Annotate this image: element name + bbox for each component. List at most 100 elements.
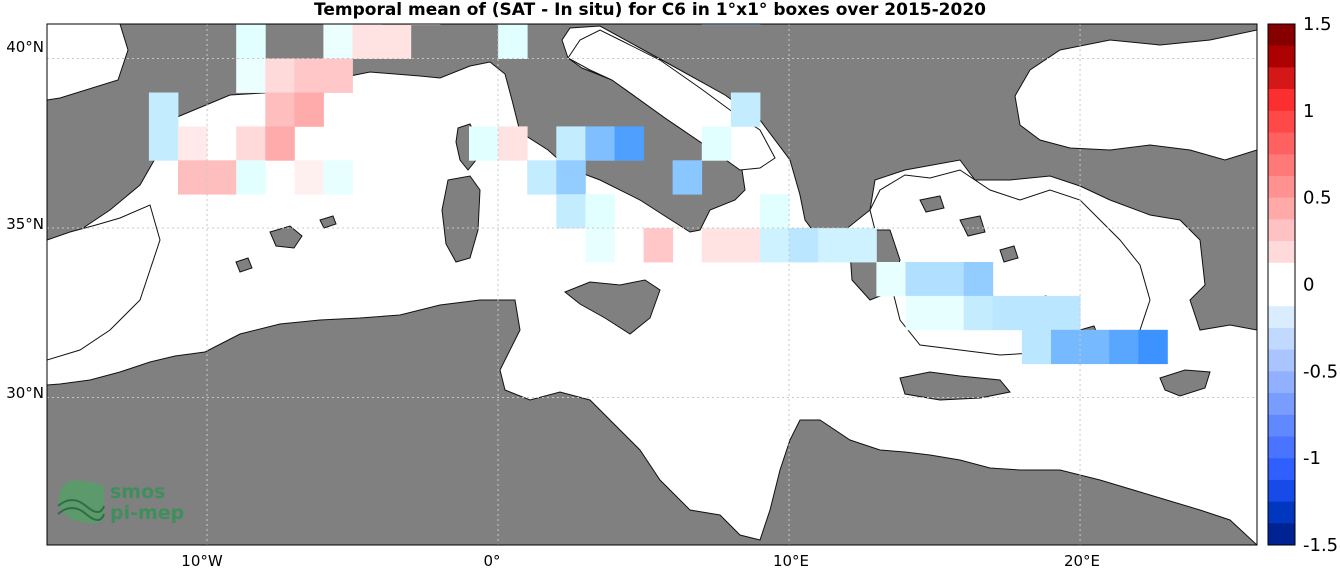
colorbar-step [1268, 458, 1295, 481]
data-cell [1051, 295, 1081, 331]
balearic-coast-sea [47, 204, 161, 361]
data-cell [847, 228, 877, 263]
data-cell [963, 262, 994, 297]
colorbar-step [1268, 479, 1295, 503]
colorbar-step [1268, 219, 1295, 242]
data-cell [760, 194, 790, 229]
data-cell [643, 228, 674, 263]
mallorca-island [269, 225, 303, 249]
data-cell [498, 24, 528, 59]
colorbar-step [1268, 393, 1295, 416]
data-cell [265, 58, 295, 93]
data-cell [818, 228, 848, 263]
colorbar-tick-label: -0.5 [1303, 361, 1338, 382]
x-axis: 10°W 0° 10°E 20°E [181, 552, 1100, 568]
data-cell [1080, 329, 1110, 365]
data-cell [236, 58, 266, 93]
logo-text-pimep: pi-mep [110, 502, 184, 524]
chart-title: Temporal mean of (SAT - In situ) for C6 … [314, 0, 986, 20]
data-cell [905, 295, 935, 331]
data-cells [148, 24, 1168, 365]
sicily-island [564, 279, 661, 335]
colorbar-step [1268, 262, 1295, 285]
data-cell [992, 295, 1023, 331]
aegean-island [919, 195, 945, 213]
data-cell [352, 24, 383, 26]
x-tick-label: 10°W [181, 552, 223, 568]
cyprus-island [1159, 369, 1211, 397]
data-cell [178, 126, 208, 161]
plot-frame [46, 23, 1258, 546]
colorbar-tick-label: 0.5 [1303, 188, 1332, 209]
colorbar-tick-label: 1 [1303, 101, 1314, 122]
ibiza-island [235, 257, 253, 273]
black-sea [1014, 29, 1257, 161]
colorbar-ticks: 1.5 1 0.5 0 -0.5 -1 -1.5 [1303, 14, 1338, 556]
data-cell [294, 58, 324, 93]
data-cell [178, 160, 208, 195]
data-cell [148, 126, 179, 161]
data-cell [876, 262, 906, 297]
colorbar-step [1268, 45, 1295, 68]
data-cell [701, 126, 732, 161]
data-cell [934, 262, 965, 297]
data-cell [556, 194, 586, 229]
data-cell [585, 194, 615, 229]
data-cell [1021, 295, 1052, 331]
colorbar-step [1268, 501, 1295, 524]
colorbar-step [1268, 327, 1295, 351]
x-tick-label: 20°E [1064, 552, 1100, 568]
colorbar-tick-label: 0 [1303, 275, 1314, 296]
data-cell [614, 126, 644, 161]
data-cell [1109, 329, 1139, 365]
colorbar-step [1268, 349, 1295, 372]
data-cell [556, 126, 586, 161]
data-cell [730, 228, 761, 263]
logo-wave-icon [57, 499, 105, 513]
data-cell [701, 24, 732, 26]
aegean-island [959, 215, 986, 237]
y-tick-label: 30°N [6, 384, 44, 402]
data-cell [236, 126, 266, 161]
colorbar-step [1268, 414, 1295, 437]
y-tick-label: 35°N [6, 215, 44, 233]
data-cell [498, 126, 528, 161]
data-cell [236, 160, 266, 195]
data-cell [905, 262, 935, 297]
colorbar-step [1268, 132, 1295, 155]
data-cell [323, 160, 353, 195]
colorbar-step [1268, 197, 1295, 220]
sardinia-island [441, 175, 481, 263]
aegean-island [999, 245, 1019, 263]
map-layer [47, 24, 1257, 545]
data-cell [207, 160, 237, 195]
colorbar-step [1268, 176, 1295, 199]
x-tick-label: 0° [483, 552, 500, 568]
colorbar-tick-label: 1.5 [1303, 14, 1332, 35]
colorbar-step [1268, 436, 1295, 459]
colorbar-step [1268, 523, 1295, 546]
y-tick-label: 40°N [6, 38, 44, 56]
colorbar-tick-label: -1.5 [1303, 535, 1338, 556]
gridlines [47, 24, 1257, 545]
data-cell [294, 92, 324, 127]
colorbar-step [1268, 241, 1295, 264]
data-cell [469, 126, 499, 161]
data-cell [265, 92, 295, 127]
data-cell [730, 92, 761, 127]
data-cell [701, 228, 732, 263]
colorbar-step [1268, 306, 1295, 329]
data-cell [236, 24, 266, 59]
data-cell [760, 228, 790, 263]
data-cell [730, 24, 761, 26]
colorbar-step [1268, 67, 1295, 90]
data-cell [585, 126, 615, 161]
colorbar-frame [1267, 23, 1296, 546]
colorbar-tick-label: -1 [1303, 448, 1321, 469]
colorbar-step [1268, 371, 1295, 394]
data-cell [934, 295, 965, 331]
data-cell [381, 24, 412, 59]
data-cell [1138, 329, 1168, 365]
data-cell [352, 24, 383, 59]
